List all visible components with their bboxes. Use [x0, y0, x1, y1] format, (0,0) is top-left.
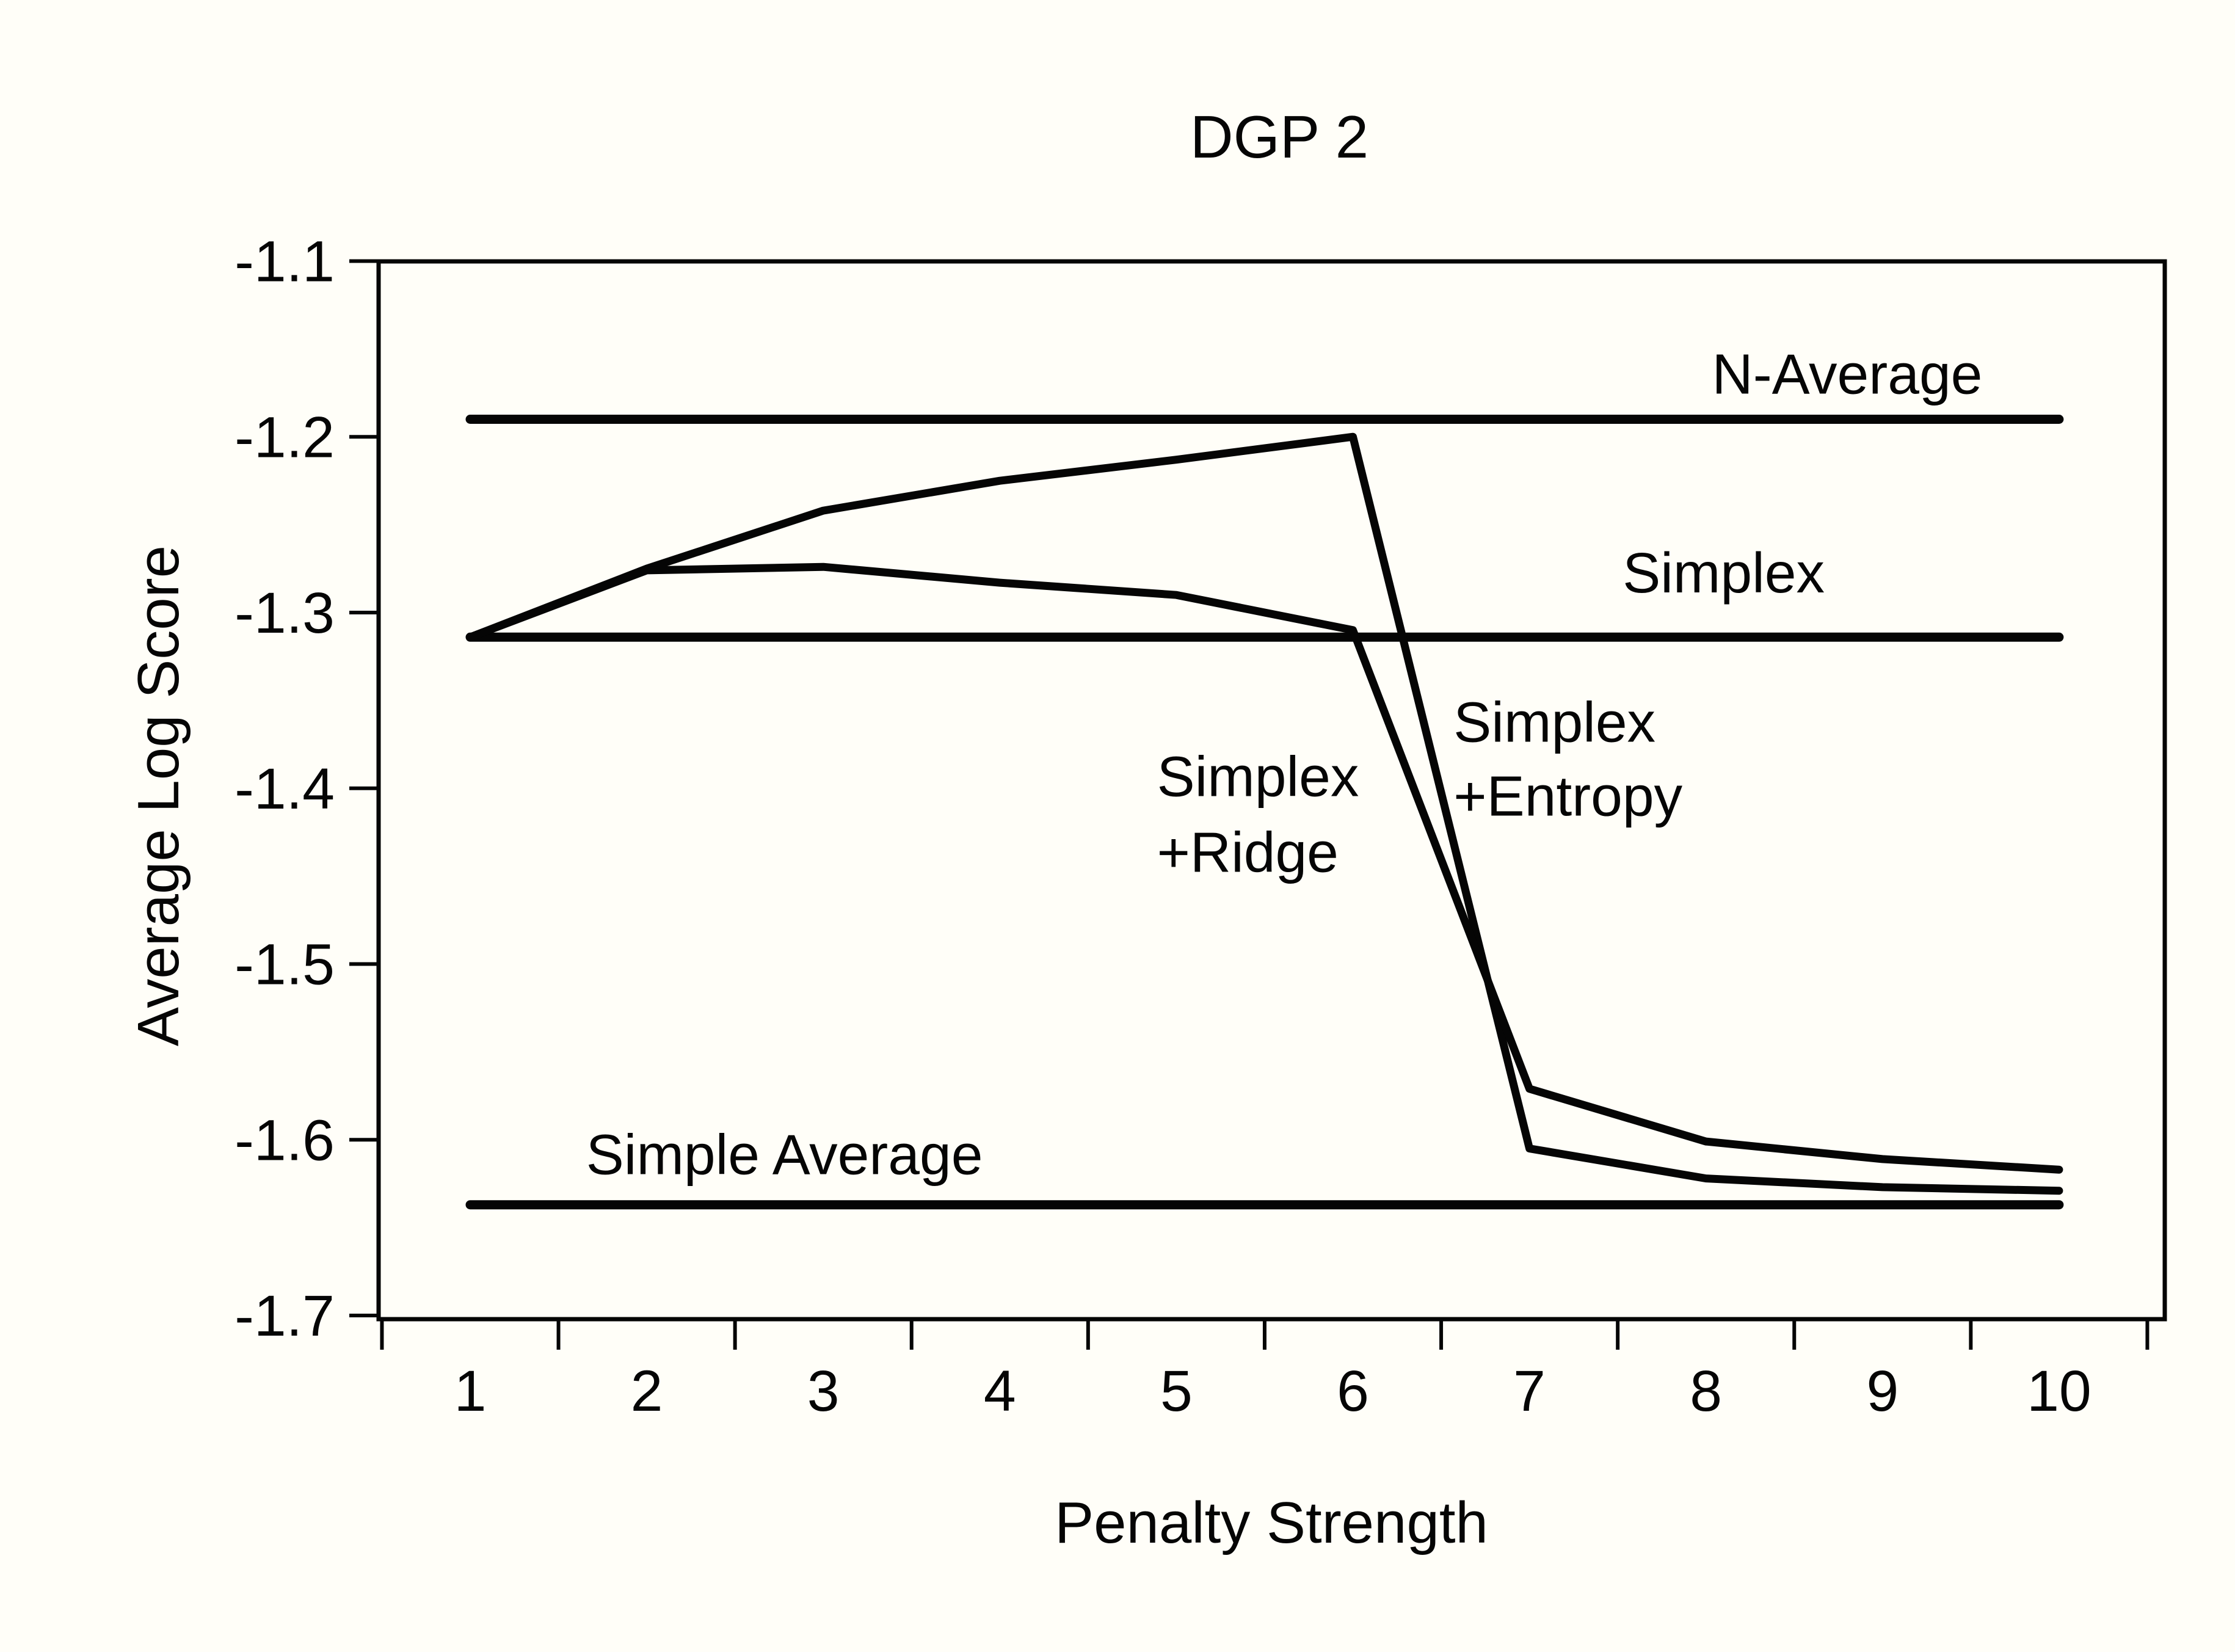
- series-label--ridge: +Ridge: [1157, 820, 1339, 884]
- y-tick-label: -1.6: [234, 1108, 335, 1173]
- x-tick-label: 7: [1513, 1359, 1546, 1424]
- y-tick-label: -1.7: [234, 1284, 335, 1348]
- y-tick-label: -1.4: [234, 757, 335, 821]
- x-tick-label: 4: [984, 1359, 1016, 1424]
- y-axis-title: Average Log Score: [126, 545, 191, 1046]
- x-tick-label: 6: [1337, 1359, 1369, 1424]
- y-tick-label: -1.1: [234, 230, 335, 294]
- x-tick-label: 8: [1690, 1359, 1722, 1424]
- chart-title: DGP 2: [1190, 103, 1368, 170]
- series-label--entropy: +Entropy: [1453, 764, 1682, 828]
- y-tick-label: -1.2: [234, 405, 335, 470]
- x-tick-label: 9: [1866, 1359, 1899, 1424]
- series-line-simplex-ridge: [466, 562, 2063, 1174]
- series-label-simplex: Simplex: [1623, 541, 1825, 605]
- series-line-simplex-entropy: [466, 432, 2063, 1195]
- x-tick-label: 2: [631, 1359, 663, 1424]
- y-tick-label: -1.5: [234, 933, 335, 997]
- y-tick-label: -1.3: [234, 581, 335, 646]
- x-tick-label: 10: [2027, 1359, 2091, 1424]
- x-tick-label: 1: [454, 1359, 487, 1424]
- series-label-simplex: Simplex: [1453, 690, 1655, 754]
- plot-area: -1.1 -1.2 -1.3 -1.4 -1.5 -1.6 -1.7 1 2 3 4 5 6 7 8 9 10 N…: [234, 230, 2167, 1424]
- x-tick-label: 3: [807, 1359, 840, 1424]
- series-label-simplex: Simplex: [1157, 745, 1359, 809]
- x-tick-label: 5: [1160, 1359, 1193, 1424]
- plot-frame: [376, 259, 2167, 1322]
- series-label-n-average: N-Average: [1712, 343, 1983, 406]
- x-axis-title: Penalty Strength: [1055, 1490, 1488, 1556]
- series-label-simple-average: Simple Average: [586, 1123, 983, 1186]
